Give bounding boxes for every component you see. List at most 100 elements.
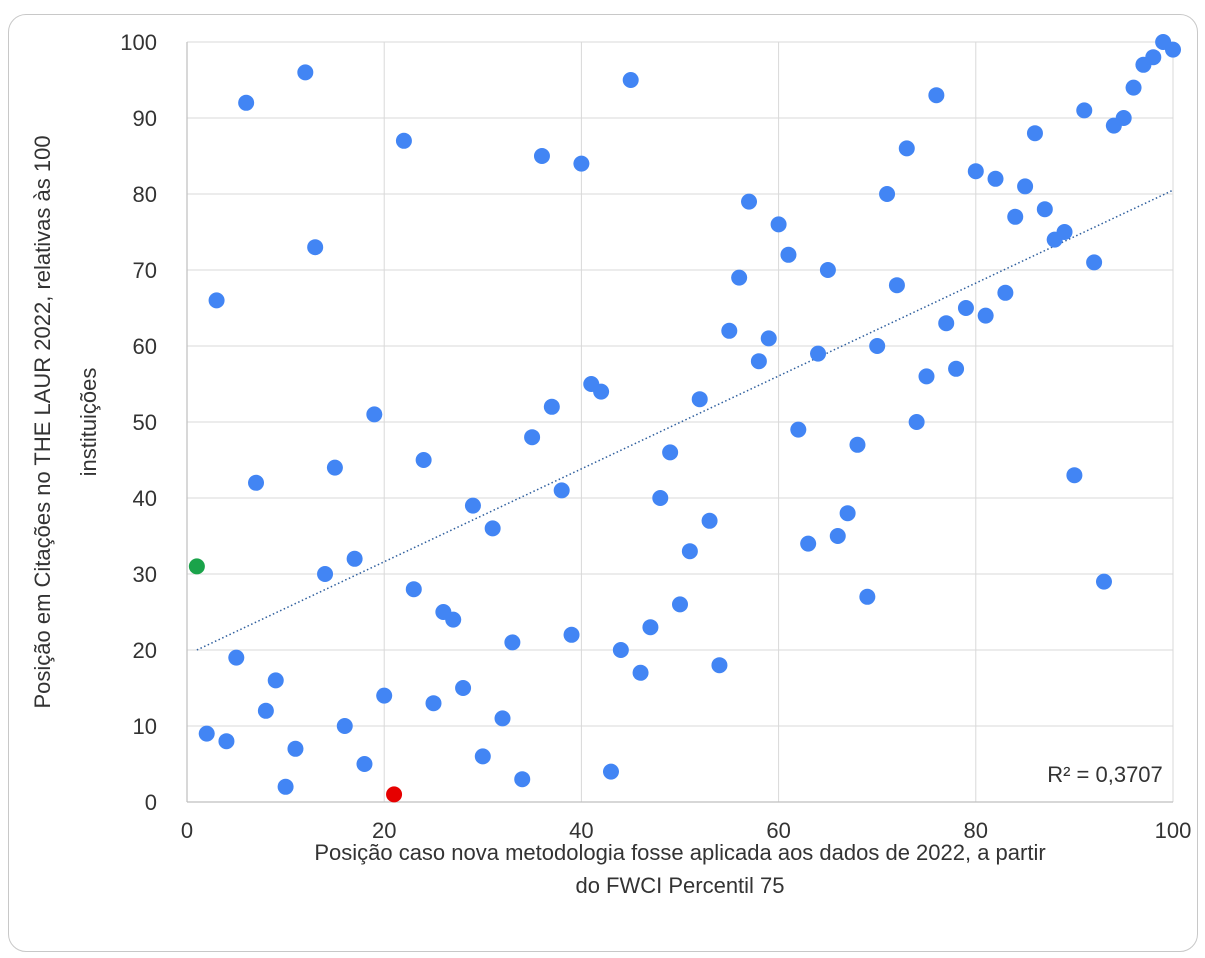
data-point [415,452,432,468]
x-tick-label-20: 20 [372,818,396,843]
data-point [938,315,955,332]
data-point [573,155,590,172]
data-point [445,611,462,628]
data-point [790,421,807,438]
data-point [780,246,797,263]
y-tick-label-30: 30 [133,562,157,587]
data-point [1066,467,1083,484]
data-point [1125,79,1142,96]
data-point [1036,201,1053,218]
data-point [602,763,619,780]
data-point [879,186,896,202]
y-tick-label-10: 10 [133,714,157,739]
data-point [494,710,511,727]
data-point [997,284,1014,301]
x-axis-title-line-1: Posição caso nova metodologia fosse apli… [314,840,1045,865]
data-point [987,170,1004,187]
data-points [198,34,1181,795]
y-tick-label-60: 60 [133,334,157,359]
data-point [849,436,866,453]
x-tick-label-100: 100 [1155,818,1192,843]
highlighted-point-2 [386,786,403,803]
data-point [1145,49,1162,66]
y-tick-label-70: 70 [133,258,157,283]
data-point [681,543,698,560]
x-tick-label-60: 60 [766,818,790,843]
data-point [721,322,738,339]
axes [186,42,1173,803]
data-point [672,596,688,613]
y-tick-labels: 0 10 20 30 40 50 60 70 80 90 100 [120,30,157,815]
data-point [652,490,669,506]
data-point [770,216,787,233]
data-point [957,300,974,316]
x-tick-label-80: 80 [964,818,988,843]
y-tick-label-20: 20 [133,638,157,663]
data-point [267,672,284,689]
data-point [632,664,649,681]
y-tick-label-40: 40 [133,486,157,511]
data-point [543,398,560,415]
x-tick-label-0: 0 [181,818,193,843]
data-point [829,528,846,544]
x-axis-title-line-2: do FWCI Percentil 75 [575,873,784,898]
data-point [869,338,886,354]
data-point [908,414,925,430]
chart-frame [8,14,1198,952]
data-point [514,771,531,788]
data-point [741,193,758,210]
data-point [317,566,334,582]
data-point [563,626,580,643]
data-point [425,695,442,712]
data-point [208,292,225,309]
data-point [336,718,353,734]
y-axis-title-line-1: Posição em Citações no THE LAUR 2022, re… [30,135,55,708]
data-point [593,383,610,400]
data-point [642,619,659,636]
data-point [898,140,915,157]
data-point [1007,208,1024,225]
data-point [839,505,856,522]
data-point [750,353,767,370]
data-point [800,535,817,552]
data-point [1056,224,1073,240]
r-squared-label: R² = 0,3707 [1047,762,1163,787]
data-point [553,482,570,499]
gridlines [186,41,1174,803]
data-point [238,94,255,111]
data-point [711,657,728,674]
data-point [1017,178,1034,195]
y-tick-label-80: 80 [133,182,157,207]
data-point [464,497,481,514]
data-point [810,345,827,362]
data-point [504,634,521,651]
y-tick-label-50: 50 [133,410,157,435]
data-point [731,269,748,286]
data-point [928,87,945,104]
y-axis-title-line-2: instituições [76,368,101,477]
data-point [1095,573,1112,590]
data-point [405,581,422,598]
highlighted-points [188,558,403,803]
data-point [819,262,836,278]
data-point [1115,110,1132,126]
data-point [218,733,235,750]
data-point [967,163,984,180]
data-point [1076,102,1093,119]
data-point [612,642,629,658]
x-tick-labels: 0 20 40 60 80 100 [181,818,1191,843]
data-point [376,687,393,704]
data-point [366,406,383,423]
data-point [326,459,343,476]
x-tick-label-40: 40 [569,818,593,843]
data-point [1026,125,1043,142]
data-point [888,277,905,294]
data-point [307,239,324,256]
y-tick-label-90: 90 [133,106,157,131]
data-point [228,649,245,666]
data-point [198,725,215,742]
data-point [1165,41,1181,58]
data-point [474,748,491,765]
data-point [484,520,501,537]
